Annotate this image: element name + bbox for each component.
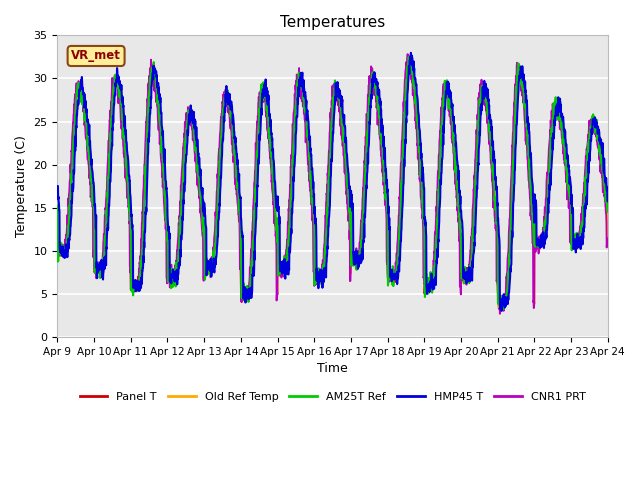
Line: HMP45 T: HMP45 T: [58, 53, 608, 311]
AM25T Ref: [207, 263, 214, 268]
CNR1 PRT: [360, 158, 368, 164]
Old Ref Temp: [604, 237, 612, 242]
Line: Panel T: Panel T: [58, 62, 608, 311]
Line: Old Ref Temp: Old Ref Temp: [58, 59, 608, 307]
Panel T: [207, 271, 214, 276]
HMP45 T: [498, 308, 506, 314]
HMP45 T: [556, 101, 563, 107]
X-axis label: Time: Time: [317, 362, 348, 375]
Old Ref Temp: [556, 119, 563, 124]
HMP45 T: [54, 183, 61, 189]
HMP45 T: [407, 50, 415, 56]
Text: VR_met: VR_met: [71, 49, 121, 62]
HMP45 T: [207, 256, 214, 262]
AM25T Ref: [500, 306, 508, 312]
HMP45 T: [360, 235, 368, 240]
Y-axis label: Temperature (C): Temperature (C): [15, 135, 28, 237]
CNR1 PRT: [404, 51, 412, 57]
HMP45 T: [604, 198, 612, 204]
AM25T Ref: [404, 54, 412, 60]
Panel T: [571, 239, 579, 244]
CNR1 PRT: [54, 251, 61, 256]
CNR1 PRT: [207, 262, 214, 268]
Old Ref Temp: [207, 266, 214, 272]
CNR1 PRT: [348, 256, 356, 262]
Panel T: [556, 107, 563, 112]
Old Ref Temp: [493, 219, 500, 225]
AM25T Ref: [556, 110, 563, 116]
Title: Temperatures: Temperatures: [280, 15, 385, 30]
Panel T: [405, 59, 413, 65]
AM25T Ref: [493, 221, 500, 227]
Legend: Panel T, Old Ref Temp, AM25T Ref, HMP45 T, CNR1 PRT: Panel T, Old Ref Temp, AM25T Ref, HMP45 …: [76, 388, 590, 407]
Line: CNR1 PRT: CNR1 PRT: [58, 54, 608, 314]
CNR1 PRT: [604, 241, 612, 247]
Panel T: [54, 243, 61, 249]
Panel T: [348, 261, 356, 267]
Panel T: [493, 218, 500, 224]
AM25T Ref: [571, 239, 579, 244]
Panel T: [360, 184, 368, 190]
Panel T: [604, 243, 612, 249]
HMP45 T: [493, 183, 500, 189]
HMP45 T: [571, 242, 579, 248]
Panel T: [496, 308, 504, 314]
Old Ref Temp: [360, 181, 368, 187]
HMP45 T: [348, 202, 356, 208]
AM25T Ref: [348, 262, 356, 267]
AM25T Ref: [360, 189, 368, 194]
Old Ref Temp: [54, 245, 61, 251]
AM25T Ref: [604, 209, 612, 215]
AM25T Ref: [54, 207, 61, 213]
CNR1 PRT: [493, 278, 500, 284]
Old Ref Temp: [571, 240, 579, 246]
CNR1 PRT: [496, 311, 504, 317]
CNR1 PRT: [571, 238, 579, 244]
Line: AM25T Ref: AM25T Ref: [58, 57, 608, 309]
Old Ref Temp: [495, 304, 502, 310]
Old Ref Temp: [406, 56, 413, 62]
Old Ref Temp: [348, 258, 356, 264]
CNR1 PRT: [556, 117, 563, 123]
